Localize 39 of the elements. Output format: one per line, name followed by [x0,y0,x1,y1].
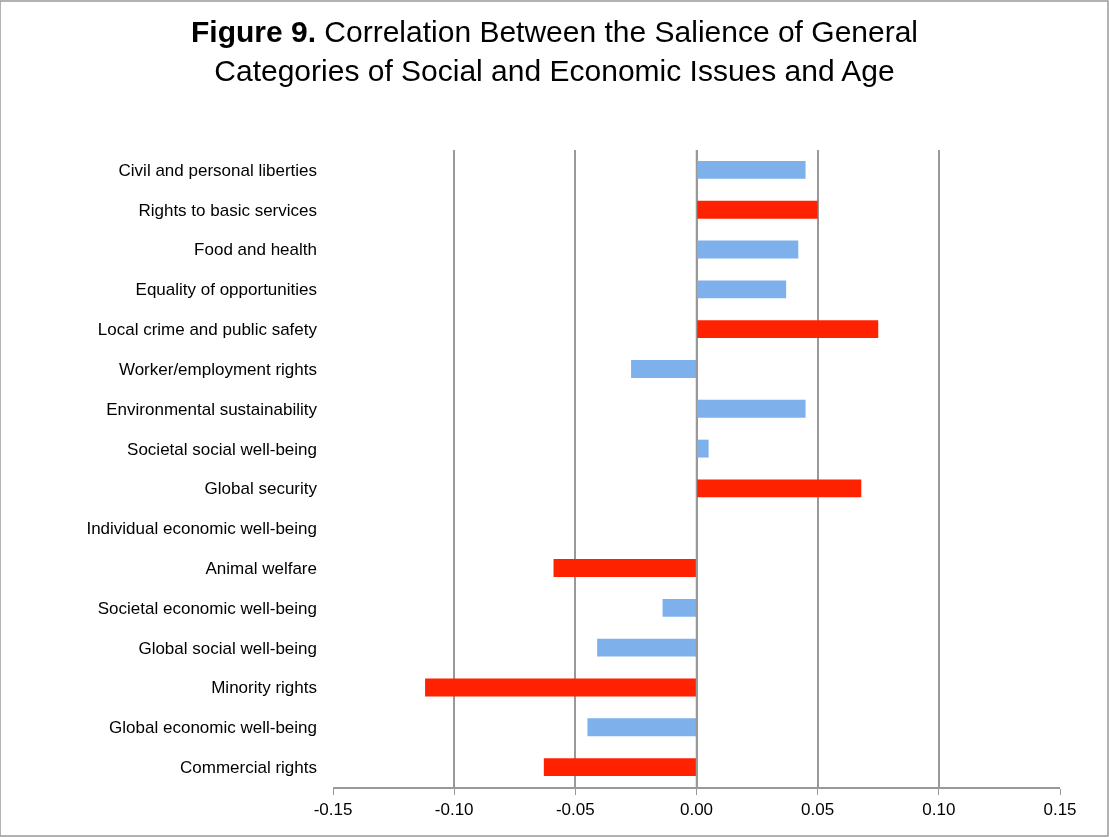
y-tick-label: Global economic well-being [109,718,317,738]
bar [696,320,879,339]
x-tick-label: -0.10 [434,800,474,820]
bar [587,718,697,737]
bar [696,479,862,498]
bar [553,559,697,577]
y-tick-label: Individual economic well-being [86,519,317,539]
bar [425,678,697,697]
y-tick-label: Environmental sustainability [106,399,318,419]
y-tick-label: Worker/employment rights [118,359,317,379]
y-tick-label: Global security [204,479,318,499]
bar [696,200,818,219]
x-tick-label: 0.15 [1043,800,1077,820]
y-tick-label: Rights to basic services [138,200,317,220]
chart-title: Figure 9. Correlation Between the Salience of General Categories of Social and Economic Issues and Age [190,14,919,87]
y-tick-label: Equality of opportunities [135,280,317,300]
bar [696,240,799,259]
x-tick-label: 0.10 [922,800,956,820]
y-tick-label: Minority rights [211,678,317,698]
bar [696,160,806,179]
y-tick-label: Local crime and public safety [97,320,318,340]
bar [696,399,806,418]
y-tick-label: Societal social well-being [127,439,317,459]
y-tick-label: Animal welfare [205,558,317,578]
x-tick-label: -0.15 [313,800,353,820]
bar [543,758,697,777]
y-tick-label: Commercial rights [180,758,317,778]
y-tick-label: Civil and personal liberties [118,160,317,180]
x-tick-label: -0.05 [555,800,595,820]
y-tick-label: Global social well-being [138,638,317,658]
x-tick-label: 0.05 [801,800,835,820]
y-tick-label: Societal economic well-being [97,598,317,618]
bar [696,280,787,299]
x-tick-label: 0.00 [679,800,714,820]
bar [597,638,697,657]
bar [696,439,709,458]
y-tick-label: Food and health [194,240,317,260]
bar [631,360,697,378]
bar [662,598,697,617]
